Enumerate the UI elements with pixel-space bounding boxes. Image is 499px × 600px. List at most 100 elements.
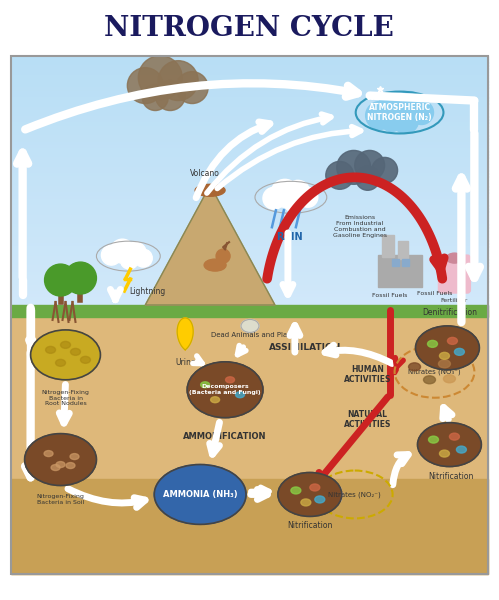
Text: NITROGEN CYCLE: NITROGEN CYCLE [104,15,394,42]
Ellipse shape [301,499,311,506]
Bar [10,65,489,69]
Circle shape [124,242,146,264]
Ellipse shape [315,496,325,503]
Circle shape [356,166,380,190]
Bar [10,145,489,148]
Bar [10,142,489,145]
Text: Denitrification: Denitrification [422,308,477,317]
Bar [10,305,489,317]
Ellipse shape [56,461,65,467]
Ellipse shape [55,359,65,367]
Ellipse shape [291,487,301,494]
Text: Fertilizer: Fertilizer [441,298,468,303]
Circle shape [120,251,138,269]
Circle shape [134,249,152,267]
Text: Lightning: Lightning [129,287,165,296]
Ellipse shape [211,397,220,403]
Bar [10,161,489,164]
Circle shape [216,249,230,263]
Bar [10,122,489,126]
Bar [10,139,489,142]
Bar [10,129,489,133]
Ellipse shape [448,337,458,344]
Circle shape [298,187,318,207]
Ellipse shape [236,392,245,398]
Circle shape [372,157,398,184]
Bar [10,179,489,184]
Bar [10,59,489,62]
Ellipse shape [66,463,75,469]
Bar [10,151,489,155]
Bar [10,301,489,304]
Bar [10,278,489,282]
Bar [10,202,489,206]
Bar [10,215,489,218]
Ellipse shape [30,330,100,380]
Circle shape [155,80,185,110]
Ellipse shape [450,433,460,440]
Bar [10,116,489,120]
Bar [10,269,489,272]
Text: AMMONIFICATION: AMMONIFICATION [183,431,267,440]
Ellipse shape [24,434,96,485]
Ellipse shape [429,436,439,443]
Ellipse shape [60,341,70,349]
Bar [10,154,489,158]
Bar [10,275,489,278]
Text: Fossil Fuels: Fossil Fuels [417,291,452,296]
Circle shape [127,68,163,104]
Circle shape [176,71,208,104]
Circle shape [381,110,403,131]
Bar [402,259,409,266]
Bar [10,173,489,177]
Ellipse shape [226,377,235,383]
Text: Dead Animals and Plants: Dead Animals and Plants [212,332,298,338]
Ellipse shape [154,464,246,524]
Ellipse shape [70,349,80,355]
Bar [10,208,489,212]
Circle shape [355,151,385,181]
Text: Fossil Fuels: Fossil Fuels [372,293,407,298]
Bar [10,205,489,209]
Ellipse shape [51,464,60,470]
Circle shape [366,101,394,130]
Text: Nitrates (NO₂⁻): Nitrates (NO₂⁻) [328,491,381,498]
Ellipse shape [444,375,456,383]
Text: ATMOSPHERIC
NITROGEN (N₂): ATMOSPHERIC NITROGEN (N₂) [367,103,432,122]
Circle shape [271,179,299,207]
Circle shape [44,264,76,296]
Bar [10,135,489,139]
Bar [10,262,489,266]
Bar [10,265,489,269]
Circle shape [286,181,310,204]
Circle shape [138,56,182,100]
Bar [10,230,489,234]
Bar [10,94,489,98]
Ellipse shape [241,319,259,332]
Bar [10,107,489,110]
Polygon shape [177,318,193,350]
Bar [10,88,489,91]
Bar [10,297,489,301]
Bar [10,193,489,196]
Bar [10,243,489,247]
Text: ASSIMILATION: ASSIMILATION [268,343,341,352]
Circle shape [101,245,121,265]
Circle shape [284,193,304,212]
Bar [10,176,489,180]
Text: Urine: Urine [175,358,196,367]
Ellipse shape [457,446,467,453]
Text: RAIN: RAIN [276,232,303,242]
Circle shape [263,187,285,209]
Circle shape [393,107,419,133]
Circle shape [158,61,198,101]
Polygon shape [145,185,275,305]
Bar [10,103,489,107]
Bar [10,167,489,170]
Bar [10,78,489,82]
Ellipse shape [440,352,450,359]
Bar [10,113,489,116]
Text: Nitrogen-Fixing
Bacteria in Soil: Nitrogen-Fixing Bacteria in Soil [36,494,84,505]
Ellipse shape [418,422,482,467]
Circle shape [64,262,96,294]
